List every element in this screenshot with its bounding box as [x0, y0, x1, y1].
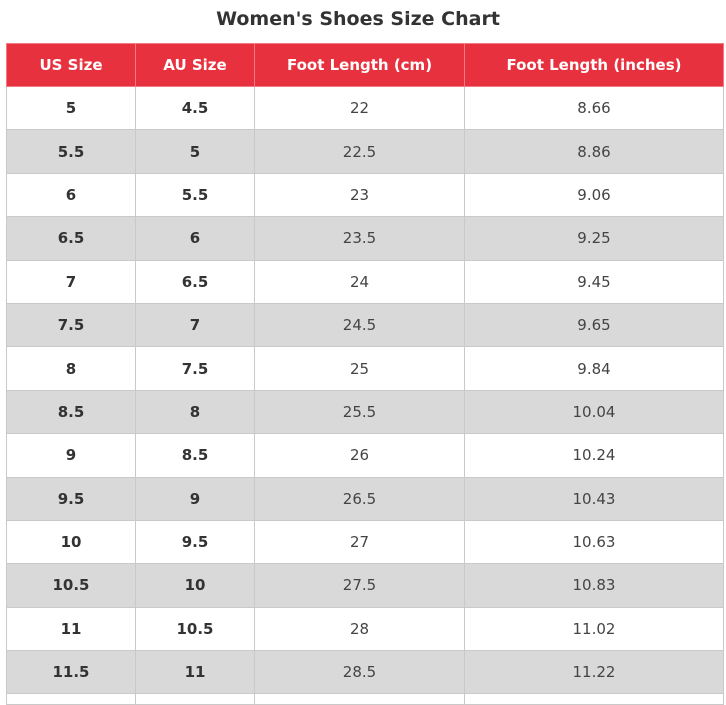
foot-length-cm-cell: 28 [254, 606, 465, 652]
foot-length-inches-cell: 10.24 [464, 433, 724, 478]
foot-length-inches-cell: 10.63 [464, 519, 724, 565]
us-size-cell: 11 [6, 606, 136, 652]
foot-length-cm-cell: 22.5 [254, 129, 465, 174]
au-size-cell: 8 [135, 389, 255, 435]
table-row: 10.5 10 27.5 10.83 [6, 563, 724, 608]
table-row: 6 5.5 23 9.06 [6, 172, 724, 218]
foot-length-inches-cell: 10.83 [464, 563, 724, 608]
au-size-cell: 7 [135, 302, 255, 348]
foot-length-inches-cell: 9.25 [464, 216, 724, 261]
header-row: US Size AU Size Foot Length (cm) Foot Le… [6, 43, 724, 87]
table-row-partial [6, 693, 724, 705]
foot-length-inches-cell: 11.02 [464, 606, 724, 652]
foot-length-cm-cell: 26.5 [254, 476, 465, 521]
foot-length-cm-cell: 27 [254, 519, 465, 565]
au-size-cell: 5 [135, 129, 255, 174]
page-title: Women's Shoes Size Chart [216, 8, 500, 30]
foot-length-cm-cell: 23 [254, 172, 465, 218]
table-row: 8 7.5 25 9.84 [6, 346, 724, 391]
table-row: 10 9.5 27 10.63 [6, 519, 724, 565]
table-row: 8.5 8 25.5 10.04 [6, 389, 724, 435]
size-chart-table: US Size AU Size Foot Length (cm) Foot Le… [6, 43, 724, 705]
table-row: 7.5 7 24.5 9.65 [6, 302, 724, 348]
foot-length-cm-cell: 28.5 [254, 650, 465, 695]
us-size-cell: 5 [6, 85, 136, 131]
header-foot-length-inches: Foot Length (inches) [464, 43, 724, 87]
foot-length-cm-cell: 27.5 [254, 563, 465, 608]
au-size-cell: 10 [135, 563, 255, 608]
foot-length-inches-cell: 8.66 [464, 85, 724, 131]
foot-length-inches-cell: 10.04 [464, 389, 724, 435]
foot-length-cm-cell: 23.5 [254, 216, 465, 261]
empty-cell [464, 693, 724, 705]
foot-length-cm-cell: 25 [254, 346, 465, 391]
us-size-cell: 10.5 [6, 563, 136, 608]
us-size-cell: 11.5 [6, 650, 136, 695]
us-size-cell: 9.5 [6, 476, 136, 521]
us-size-cell: 9 [6, 433, 136, 478]
table-row: 9.5 9 26.5 10.43 [6, 476, 724, 521]
table-row: 11 10.5 28 11.02 [6, 606, 724, 652]
empty-cell [6, 693, 136, 705]
au-size-cell: 11 [135, 650, 255, 695]
foot-length-inches-cell: 9.45 [464, 259, 724, 304]
table-row: 9 8.5 26 10.24 [6, 433, 724, 478]
foot-length-cm-cell: 24 [254, 259, 465, 304]
au-size-cell: 7.5 [135, 346, 255, 391]
header-foot-length-cm: Foot Length (cm) [254, 43, 465, 87]
au-size-cell: 5.5 [135, 172, 255, 218]
table-body: 5 4.5 22 8.66 5.5 5 22.5 8.86 6 5.5 23 9… [6, 85, 724, 705]
au-size-cell: 4.5 [135, 85, 255, 131]
us-size-cell: 8.5 [6, 389, 136, 435]
foot-length-inches-cell: 9.06 [464, 172, 724, 218]
us-size-cell: 7.5 [6, 302, 136, 348]
foot-length-cm-cell: 26 [254, 433, 465, 478]
foot-length-cm-cell: 22 [254, 85, 465, 131]
us-size-cell: 8 [6, 346, 136, 391]
au-size-cell: 6 [135, 216, 255, 261]
us-size-cell: 6.5 [6, 216, 136, 261]
table-row: 6.5 6 23.5 9.25 [6, 216, 724, 261]
foot-length-cm-cell: 25.5 [254, 389, 465, 435]
us-size-cell: 5.5 [6, 129, 136, 174]
au-size-cell: 9 [135, 476, 255, 521]
table-row: 11.5 11 28.5 11.22 [6, 650, 724, 695]
header-au-size: AU Size [135, 43, 255, 87]
foot-length-cm-cell: 24.5 [254, 302, 465, 348]
table-row: 7 6.5 24 9.45 [6, 259, 724, 304]
table-row: 5.5 5 22.5 8.86 [6, 129, 724, 174]
foot-length-inches-cell: 11.22 [464, 650, 724, 695]
empty-cell [254, 693, 465, 705]
empty-cell [135, 693, 255, 705]
table-row: 5 4.5 22 8.66 [6, 85, 724, 131]
us-size-cell: 10 [6, 519, 136, 565]
foot-length-inches-cell: 8.86 [464, 129, 724, 174]
foot-length-inches-cell: 9.65 [464, 302, 724, 348]
table-header: US Size AU Size Foot Length (cm) Foot Le… [6, 43, 724, 87]
au-size-cell: 8.5 [135, 433, 255, 478]
us-size-cell: 6 [6, 172, 136, 218]
au-size-cell: 9.5 [135, 519, 255, 565]
us-size-cell: 7 [6, 259, 136, 304]
foot-length-inches-cell: 9.84 [464, 346, 724, 391]
au-size-cell: 10.5 [135, 606, 255, 652]
foot-length-inches-cell: 10.43 [464, 476, 724, 521]
header-us-size: US Size [6, 43, 136, 87]
au-size-cell: 6.5 [135, 259, 255, 304]
